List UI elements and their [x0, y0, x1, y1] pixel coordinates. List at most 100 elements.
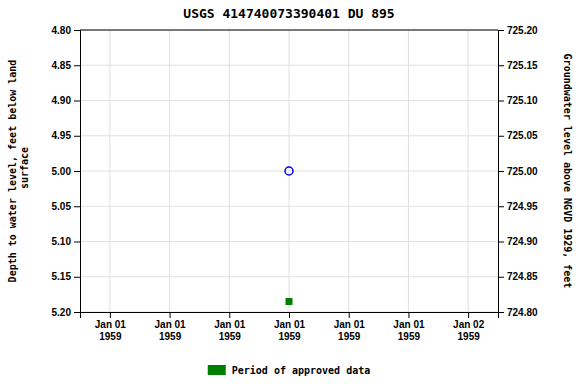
tick-label: 5.05	[52, 201, 72, 212]
y2-axis: 725.20 725.15 725.10 725.05 725.00 724.95 724.…	[498, 25, 538, 318]
grid-line-y	[80, 65, 498, 66]
tick: Jan 011959	[334, 312, 366, 342]
frame-top	[80, 30, 498, 31]
tick: 4.80	[52, 25, 80, 36]
title: USGS 414740073390401 DU 895	[183, 6, 394, 21]
tick: 5.20	[52, 307, 80, 318]
tick-label: 725.15	[507, 60, 538, 71]
text-line: Jan 01	[393, 319, 425, 330]
tick: Jan 021959	[453, 312, 485, 342]
tick: 5.15	[52, 271, 80, 282]
axis-line	[499, 31, 505, 313]
tick-mark	[74, 101, 80, 102]
point	[286, 299, 291, 304]
tick-label: Jan 011959	[393, 319, 425, 342]
tick-mark	[498, 312, 504, 313]
tick: 725.10	[498, 95, 538, 106]
tick-label: 724.90	[507, 236, 538, 247]
legend-label: Period of approved data	[232, 365, 370, 376]
tick: 725.20	[498, 25, 538, 36]
text-line: surface	[19, 147, 30, 195]
tick-label: Jan 011959	[334, 319, 366, 342]
text-line: 1959	[398, 331, 421, 342]
tick: 4.90	[52, 95, 80, 106]
tick-mark	[498, 136, 504, 137]
tick: 5.10	[52, 236, 80, 247]
tick: Jan 011959	[274, 312, 306, 342]
tick-label: Jan 011959	[274, 319, 306, 342]
tick-label: 4.85	[52, 60, 72, 71]
y-axis: 4.80 4.85 4.90 4.95 5.00 5.05 5.10 5.15 5.20	[52, 25, 81, 318]
legend-swatch	[208, 365, 226, 375]
tick-label: Jan 011959	[95, 319, 127, 342]
tick: 4.95	[52, 130, 80, 141]
plot: Jan 011959Jan 011959Jan 011959Jan 011959…	[52, 25, 538, 342]
tick-mark	[349, 312, 350, 318]
tick-mark	[229, 312, 230, 318]
grid-line-y	[80, 206, 498, 207]
tick: Jan 011959	[214, 312, 246, 342]
tick-label: 4.80	[52, 25, 72, 36]
tick-mark	[74, 65, 80, 66]
tick-mark	[74, 277, 80, 278]
text-line: 1959	[219, 331, 242, 342]
tick-mark	[498, 30, 504, 31]
tick-label: 725.10	[507, 95, 538, 106]
tick-mark	[74, 136, 80, 137]
tick-label: Jan 011959	[214, 319, 246, 342]
text-line: Jan 01	[95, 319, 127, 330]
axis-line	[74, 31, 81, 313]
tick-mark	[74, 30, 80, 31]
tick-label: 724.95	[507, 201, 538, 212]
tick-label: 725.00	[507, 166, 538, 177]
grid-line-y	[80, 276, 498, 277]
tick: 724.85	[498, 271, 538, 282]
tick-mark	[408, 312, 409, 318]
grid-line-y	[80, 241, 498, 242]
tick-mark	[468, 312, 469, 318]
grid-line-y	[80, 171, 498, 172]
tick-label: 5.15	[52, 271, 72, 282]
text-line: Jan 01	[274, 319, 306, 330]
tick: Jan 011959	[393, 312, 425, 342]
tick-mark	[74, 312, 80, 313]
tick: 724.80	[498, 307, 538, 318]
series	[286, 299, 291, 304]
tick-mark	[289, 312, 290, 318]
legend: Period of approved data	[208, 365, 370, 376]
series	[285, 167, 293, 175]
tick-mark	[498, 171, 504, 172]
tick-label: 724.80	[507, 307, 538, 318]
text-line: 1959	[159, 331, 182, 342]
tick: 5.05	[52, 201, 80, 212]
tick-mark	[498, 277, 504, 278]
tick: Jan 011959	[155, 312, 187, 342]
tick-label: 5.20	[52, 307, 72, 318]
text-line: 1959	[458, 331, 481, 342]
tick-label: 4.95	[52, 130, 72, 141]
legend-item: Period of approved data	[208, 365, 370, 376]
tick: 4.85	[52, 60, 80, 71]
text-line: 1959	[338, 331, 361, 342]
tick-label: 5.00	[52, 166, 72, 177]
text-line: 1959	[278, 331, 301, 342]
x-axis: Jan 011959Jan 011959Jan 011959Jan 011959…	[81, 312, 499, 342]
tick: 725.15	[498, 60, 538, 71]
tick-mark	[74, 206, 80, 207]
grid-line-y	[80, 100, 498, 101]
tick-mark	[498, 101, 504, 102]
tick-mark	[498, 65, 504, 66]
tick-mark	[498, 206, 504, 207]
tick-label: 724.85	[507, 271, 538, 282]
tick-label: 725.05	[507, 130, 538, 141]
tick: 725.00	[498, 166, 538, 177]
y-axis-title: Depth to water level, feet below land su…	[7, 60, 30, 283]
point	[285, 167, 293, 175]
tick-label: Jan 011959	[155, 319, 187, 342]
grid-line-y	[80, 30, 498, 31]
tick-mark	[170, 312, 171, 318]
chart: Jan 011959Jan 011959Jan 011959Jan 011959…	[0, 0, 576, 384]
marks	[285, 167, 293, 304]
grid-line-y	[80, 135, 498, 136]
y2-axis-title: Groundwater level above NGVD 1929, feet	[562, 54, 573, 289]
